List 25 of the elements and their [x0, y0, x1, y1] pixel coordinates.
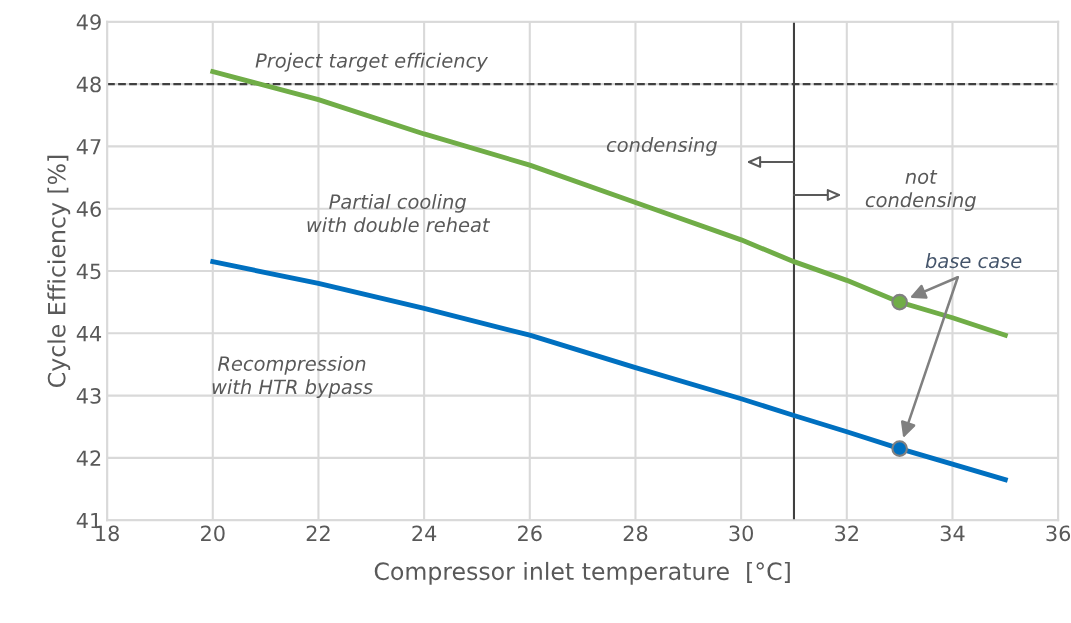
x-tick-label: 24 — [412, 525, 437, 541]
y-axis-title: Cycle Efficiency [%] — [47, 155, 71, 387]
x-axis-title: Compressor inlet temperature [°C] — [374, 561, 790, 585]
x-tick-label: 26 — [518, 525, 542, 542]
annotation: Recompression with HTR bypass — [212, 355, 373, 398]
annotation: condensing — [606, 137, 717, 156]
annotation: not condensing — [865, 170, 976, 212]
y-tick-label: 48 — [76, 76, 101, 93]
x-tick-label: 36 — [1046, 525, 1071, 542]
x-tick-label: 34 — [940, 525, 965, 542]
y-tick-label: 46 — [76, 201, 101, 217]
y-tick-label: 43 — [76, 388, 101, 404]
y-tick-label: 44 — [76, 326, 102, 342]
y-tick-label: 42 — [76, 450, 101, 466]
annotation: base case — [925, 253, 1022, 269]
annotation: Partial cooling with double reheat — [307, 193, 491, 233]
x-tick-label: 22 — [306, 525, 330, 541]
x-tick-label: 32 — [835, 525, 858, 542]
y-tick-label: 49 — [76, 14, 101, 31]
y-tick-label: 45 — [76, 263, 101, 280]
x-tick-label: 28 — [623, 525, 648, 542]
ref-line-label: Project target efficiency — [255, 52, 489, 72]
x-tick-label: 30 — [729, 525, 753, 542]
y-tick-label: 47 — [76, 139, 101, 155]
x-tick-label: 20 — [201, 525, 225, 542]
